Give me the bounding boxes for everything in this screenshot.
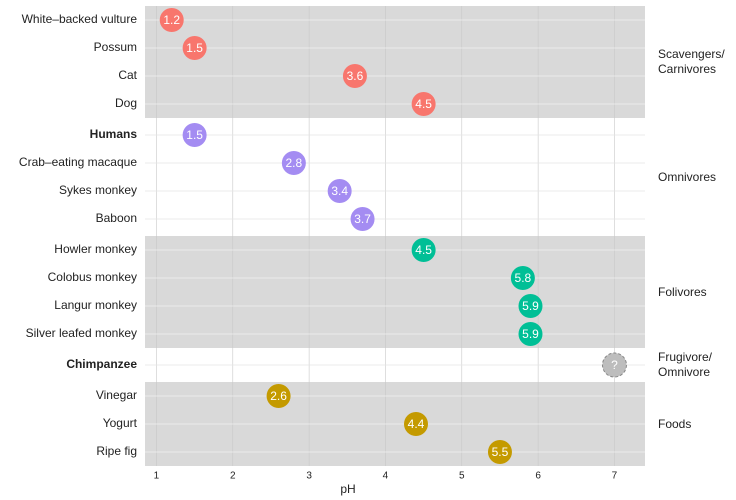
panel-background xyxy=(145,6,645,118)
dot xyxy=(182,123,207,147)
y-tick-label: Colobus monkey xyxy=(48,270,137,284)
y-tick-label: Cat xyxy=(118,68,137,82)
dot xyxy=(518,294,543,318)
value-label: 5.9 xyxy=(522,299,539,313)
value-label: 4.5 xyxy=(415,97,432,111)
facet-label: Frugivore/ Omnivore xyxy=(658,350,713,379)
dot xyxy=(342,64,367,88)
facet-label: Omnivores xyxy=(658,169,717,184)
y-tick-label: White–backed vulture xyxy=(22,12,138,26)
x-tick-label: 3 xyxy=(306,471,312,482)
facet-label: Scavengers/ Carnivores xyxy=(658,47,725,76)
y-tick-label: Silver leafed monkey xyxy=(26,326,137,340)
panel-background xyxy=(145,121,645,233)
x-tick-label: 7 xyxy=(612,471,618,482)
x-tick-label: 6 xyxy=(535,471,541,482)
dot xyxy=(487,440,512,464)
x-tick-label: 5 xyxy=(459,471,465,482)
dot xyxy=(350,207,375,231)
value-label: 2.8 xyxy=(286,156,303,170)
facet-label: Foods xyxy=(658,416,692,431)
x-axis-label: pH xyxy=(340,482,355,496)
value-label: 5.5 xyxy=(492,445,509,459)
y-tick-label: Sykes monkey xyxy=(59,183,137,197)
dot xyxy=(403,412,428,436)
value-label: 4.4 xyxy=(408,417,425,431)
x-tick-label: 2 xyxy=(230,471,236,482)
dot xyxy=(182,36,207,60)
value-label: 1.5 xyxy=(186,41,203,55)
dot xyxy=(411,238,436,262)
y-tick-label: Dog xyxy=(115,96,137,110)
value-label: 3.6 xyxy=(347,69,364,83)
value-label: 5.9 xyxy=(522,327,539,341)
value-label: ? xyxy=(611,358,618,372)
panel-background xyxy=(145,236,645,348)
y-tick-label: Baboon xyxy=(96,211,137,225)
value-label: 3.4 xyxy=(331,184,348,198)
y-tick-label: Ripe fig xyxy=(96,444,137,458)
value-label: 1.5 xyxy=(186,128,203,142)
value-label: 3.7 xyxy=(354,212,371,226)
facet-label: Folivores xyxy=(658,284,707,299)
dot xyxy=(510,266,535,290)
dot xyxy=(159,8,184,32)
value-label: 2.6 xyxy=(270,389,287,403)
value-label: 1.2 xyxy=(163,13,180,27)
dot xyxy=(266,384,291,408)
dot xyxy=(601,352,627,378)
dot xyxy=(327,179,352,203)
x-tick-label: 1 xyxy=(154,471,160,482)
y-tick-label: Howler monkey xyxy=(54,242,137,256)
value-label: 4.5 xyxy=(415,243,432,257)
y-tick-label: Vinegar xyxy=(96,388,137,402)
y-tick-label: Yogurt xyxy=(103,416,138,430)
dot xyxy=(518,322,543,346)
y-tick-label: Possum xyxy=(94,40,137,54)
dot xyxy=(411,92,436,116)
dot xyxy=(281,151,306,175)
y-tick-label: Crab–eating macaque xyxy=(19,155,137,169)
y-tick-label: Langur monkey xyxy=(54,298,137,312)
value-label: 5.8 xyxy=(515,271,532,285)
y-tick-label: Chimpanzee xyxy=(66,357,137,371)
y-tick-label: Humans xyxy=(90,127,138,141)
x-tick-label: 4 xyxy=(383,471,389,482)
